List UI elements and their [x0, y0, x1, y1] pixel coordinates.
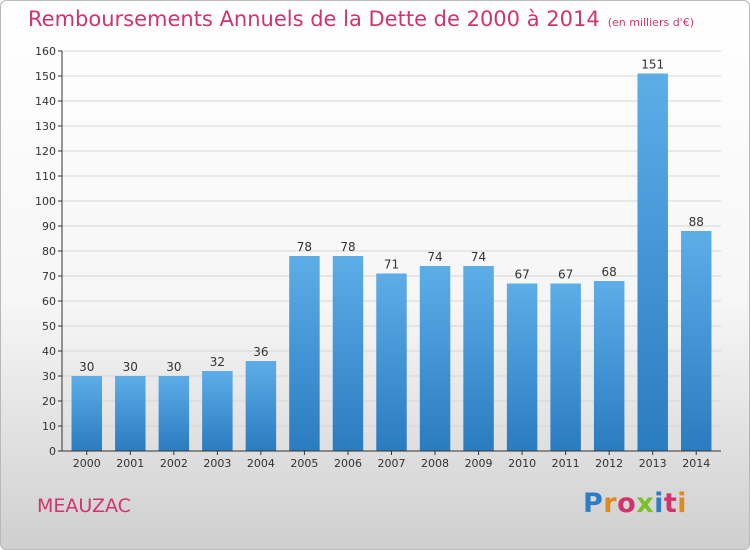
- y-tick-label: 160: [35, 45, 56, 58]
- data-label-2006: 78: [340, 240, 355, 254]
- data-label-2004: 36: [253, 345, 268, 359]
- bar-2007: [376, 273, 407, 451]
- y-tick-label: 10: [42, 420, 56, 433]
- bar-2003: [202, 371, 233, 451]
- logo-letter: x: [636, 488, 655, 519]
- y-tick-label: 40: [42, 345, 56, 358]
- data-label-2008: 74: [427, 250, 442, 264]
- bar-2000: [71, 376, 103, 451]
- bars: 30 30 30 32 36 78 78 71 74 74 67 67 68 151 88: [71, 58, 712, 451]
- x-tick-label-2000: 2000: [73, 457, 101, 470]
- bar-2013: [637, 73, 668, 451]
- x-tick-label-2009: 2009: [465, 457, 493, 470]
- y-tick-label: 120: [35, 145, 56, 158]
- data-label-2012: 68: [602, 265, 617, 279]
- y-tick-label: 150: [35, 70, 56, 83]
- data-label-2011: 67: [558, 268, 573, 282]
- bar-2010: [506, 283, 538, 451]
- x-tick-label-2005: 2005: [290, 457, 318, 470]
- x-tick-label-2002: 2002: [160, 457, 188, 470]
- y-tick-label: 140: [35, 95, 56, 108]
- y-tick-label: 20: [42, 395, 56, 408]
- y-tick-label: 0: [49, 445, 56, 458]
- logo-letter: i: [654, 488, 664, 519]
- logo-letter: r: [603, 488, 618, 519]
- y-tick-label: 110: [35, 170, 56, 183]
- bar-2014: [680, 231, 712, 451]
- bar-2001: [115, 376, 146, 451]
- bar-2011: [550, 283, 581, 451]
- logo-letter: i: [677, 488, 688, 519]
- data-label-2013: 151: [641, 58, 664, 72]
- y-tick-label: 30: [42, 370, 56, 383]
- chart-title-text: Remboursements Annuels de la Dette de 20…: [28, 7, 600, 31]
- data-label-2000: 30: [79, 360, 94, 374]
- logo-letter: t: [663, 488, 678, 519]
- x-tick-label-2010: 2010: [508, 457, 536, 470]
- data-label-2010: 67: [514, 268, 529, 282]
- x-tick-label-2011: 2011: [552, 457, 580, 470]
- axes: 0 10 20 30 40 50 60 70 80 90 100 110 120 130 140 150 160…: [35, 45, 721, 470]
- logo-letter: P: [583, 488, 604, 519]
- y-tick-label: 60: [42, 295, 56, 308]
- y-tick-label: 100: [35, 195, 56, 208]
- proxiti-logo: Proxiti: [583, 488, 687, 519]
- x-tick-label-2013: 2013: [639, 457, 667, 470]
- bar-2012: [593, 281, 625, 451]
- y-tick-label: 80: [42, 245, 56, 258]
- logo-letter: o: [617, 488, 637, 519]
- data-label-2007: 71: [384, 258, 399, 272]
- bar-2008: [419, 266, 451, 451]
- data-label-2003: 32: [210, 355, 225, 369]
- data-label-2014: 88: [689, 215, 704, 229]
- data-label-2005: 78: [297, 240, 312, 254]
- bar-2009: [463, 266, 494, 451]
- x-tick-label-2008: 2008: [421, 457, 449, 470]
- data-label-2009: 74: [471, 250, 486, 264]
- x-tick-label-2014: 2014: [682, 457, 710, 470]
- place-name: MEAUZAC: [37, 495, 131, 517]
- data-label-2001: 30: [123, 360, 138, 374]
- data-label-2002: 30: [166, 360, 181, 374]
- bar-2005: [289, 256, 320, 451]
- bar-2004: [245, 361, 277, 451]
- chart-unit-note: (en milliers d'€): [607, 16, 694, 29]
- x-tick-label-2001: 2001: [116, 457, 144, 470]
- bar-2002: [158, 376, 190, 451]
- x-tick-label-2003: 2003: [203, 457, 231, 470]
- chart-title: Remboursements Annuels de la Dette de 20…: [28, 7, 694, 31]
- y-tick-label: 90: [42, 220, 56, 233]
- x-tick-label-2012: 2012: [595, 457, 623, 470]
- y-tick-label: 50: [42, 320, 56, 333]
- x-tick-label-2004: 2004: [247, 457, 275, 470]
- x-tick-label-2007: 2007: [378, 457, 406, 470]
- y-tick-label: 130: [35, 120, 56, 133]
- bar-2006: [332, 256, 364, 451]
- y-tick-label: 70: [42, 270, 56, 283]
- x-tick-label-2006: 2006: [334, 457, 362, 470]
